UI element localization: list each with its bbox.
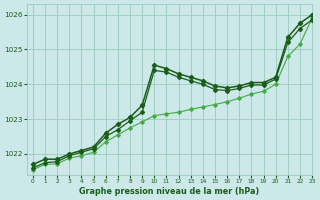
X-axis label: Graphe pression niveau de la mer (hPa): Graphe pression niveau de la mer (hPa) bbox=[79, 187, 260, 196]
